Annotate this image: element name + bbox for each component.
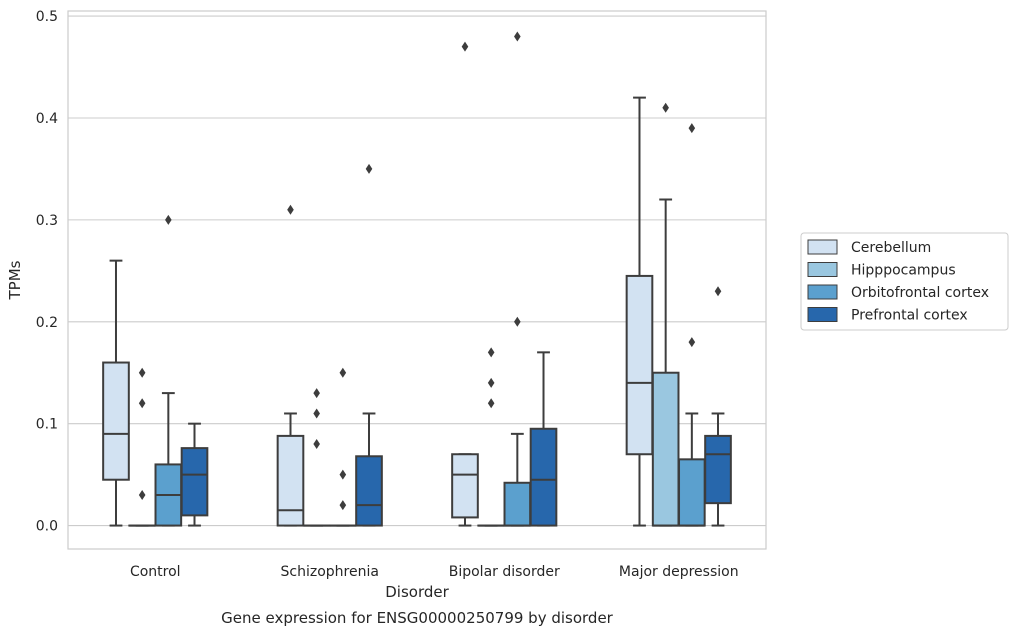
legend-swatch: [807, 284, 838, 300]
flier-point: [313, 439, 320, 450]
flier-point: [487, 398, 495, 409]
box-group: [477, 347, 505, 527]
box: [651, 371, 680, 527]
flier-point: [365, 163, 373, 174]
plot-frame: [67, 10, 767, 550]
box-group: [704, 286, 732, 527]
chart-title: Gene expression for ENSG00000250799 by d…: [221, 609, 614, 627]
box-group: [678, 123, 706, 527]
y-tick-label: 0.2: [36, 315, 58, 331]
y-tick-labels: 0.0 0.1 0.2 0.3 0.4 0.5: [36, 9, 58, 534]
box-group: [355, 163, 383, 527]
box-group: [651, 102, 680, 527]
flier-point: [461, 41, 469, 52]
x-axis-label: Disorder: [385, 583, 449, 601]
box: [355, 455, 383, 527]
box-group: [128, 367, 156, 527]
y-axis-label: TPMs: [6, 260, 24, 300]
x-tick-labels: Control Schizophrenia Bipolar disorder Majo…: [130, 564, 739, 580]
flier-point: [313, 408, 320, 419]
legend-label: Cerebellum: [851, 240, 931, 256]
flier-point: [339, 469, 347, 480]
box: [180, 447, 209, 517]
box-group: [180, 422, 209, 527]
flier-point: [714, 286, 722, 297]
flier-point: [487, 347, 495, 358]
x-tick-label: Major depression: [619, 564, 739, 580]
flier-point: [138, 367, 146, 378]
flier-point: [514, 316, 521, 327]
y-tick-label: 0.0: [36, 519, 58, 535]
box: [451, 453, 479, 519]
legend-swatch: [807, 307, 838, 322]
box-group: [302, 388, 331, 527]
box-group: [102, 259, 130, 527]
y-tick-label: 0.3: [36, 213, 58, 229]
flier-point: [138, 398, 146, 409]
box-group: [451, 41, 479, 527]
box-group: [625, 96, 654, 527]
box-group: [503, 31, 532, 527]
legend-label: Orbitofrontal cortex: [851, 285, 989, 301]
box-group: [329, 367, 357, 527]
grid-layer: [68, 15, 766, 527]
legend-swatch: [807, 262, 838, 277]
box: [678, 458, 706, 527]
box: [625, 274, 654, 456]
flier-point: [339, 367, 347, 378]
y-tick-label: 0.1: [36, 417, 58, 433]
box-group: [529, 351, 558, 527]
legend-label: Prefrontal cortex: [851, 308, 968, 324]
box-group: [154, 214, 183, 527]
x-tick-label: Bipolar disorder: [449, 564, 560, 580]
box: [276, 434, 305, 527]
flier-point: [688, 123, 696, 134]
box: [102, 361, 130, 481]
y-tick-label: 0.5: [36, 9, 58, 25]
box-group: [276, 204, 305, 527]
flier-point: [662, 102, 669, 113]
flier-point: [514, 31, 521, 42]
y-tick-label: 0.4: [36, 111, 58, 127]
legend-items: Cerebellum Hipppocampus Orbitofrontal cort…: [807, 239, 989, 324]
x-tick-label: Schizophrenia: [281, 564, 379, 580]
box: [503, 481, 532, 527]
legend-swatch: [807, 239, 838, 255]
x-tick-label: Control: [130, 564, 181, 580]
box: [529, 427, 558, 527]
flier-point: [688, 337, 696, 348]
legend-frame: [800, 232, 1009, 331]
flier-point: [165, 214, 172, 225]
box-layer: [102, 31, 732, 527]
legend-label: Hipppocampus: [851, 263, 956, 279]
flier-point: [138, 489, 146, 500]
legend: Cerebellum Hipppocampus Orbitofrontal cort…: [800, 232, 1009, 331]
flier-point: [313, 388, 320, 399]
flier-point: [287, 204, 294, 215]
flier-point: [487, 377, 495, 388]
flier-point: [339, 500, 347, 511]
box: [704, 434, 732, 505]
